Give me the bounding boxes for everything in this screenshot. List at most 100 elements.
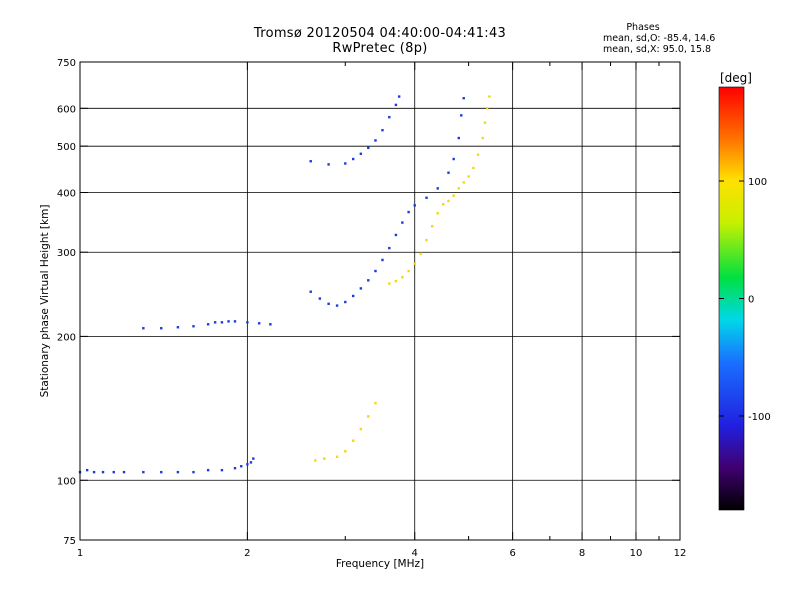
data-point-x-mode: [344, 450, 347, 453]
data-point-o-mode: [112, 470, 115, 474]
data-point-o-mode: [401, 221, 404, 224]
grid-lines: [80, 62, 680, 540]
data-point-o-mode: [381, 258, 384, 262]
data-point-x-mode: [481, 136, 484, 140]
data-point-x-mode: [441, 203, 445, 206]
data-point-x-mode: [374, 401, 377, 405]
data-point-o-mode: [142, 470, 145, 474]
data-point-x-mode: [314, 459, 317, 462]
data-point-o-mode: [85, 468, 89, 472]
data-point-o-mode: [192, 325, 195, 328]
data-point-o-mode: [318, 297, 322, 300]
data-point-x-mode: [351, 439, 355, 442]
phase-stats-heading: Phases: [626, 22, 660, 33]
data-point-x-mode: [388, 282, 391, 285]
y-axis-label: Stationary phase Virtual Height [km]: [39, 205, 51, 398]
data-point-o-mode: [436, 187, 439, 190]
data-point-o-mode: [359, 152, 363, 155]
x-tick-label: 12: [674, 548, 687, 559]
data-point-x-mode: [462, 181, 465, 184]
data-point-x-mode: [359, 427, 363, 431]
data-point-x-mode: [472, 166, 475, 170]
colorbar-ticks: 100 0 -100: [719, 177, 771, 423]
x-tick-label: 10: [630, 548, 643, 559]
data-point-x-mode: [488, 95, 491, 98]
data-point-o-mode: [233, 320, 237, 323]
data-point-o-mode: [122, 470, 126, 474]
data-point-o-mode: [460, 114, 463, 117]
data-point-x-mode: [401, 275, 404, 279]
data-point-o-mode: [335, 304, 339, 307]
data-point-x-mode: [413, 262, 416, 265]
x-tick-label: 8: [579, 548, 585, 559]
data-point-o-mode: [257, 322, 261, 325]
data-point-x-mode: [430, 225, 434, 228]
data-point-o-mode: [220, 468, 224, 472]
data-point-o-mode: [92, 470, 96, 474]
x-tick-label: 4: [412, 548, 418, 559]
data-point-x-mode: [436, 212, 439, 215]
data-point-o-mode: [249, 461, 253, 464]
data-point-o-mode: [394, 233, 398, 237]
x-tick-label: 6: [509, 548, 515, 559]
data-point-o-mode: [213, 321, 217, 324]
data-point-o-mode: [425, 196, 428, 199]
data-point-o-mode: [327, 163, 330, 166]
chart-subtitle: RwPretec (8p): [332, 41, 428, 56]
data-point-o-mode: [246, 321, 249, 324]
x-tick-label: 2: [244, 548, 250, 559]
chart-title: Tromsø 20120504 04:40:00-04:41:43: [253, 26, 507, 41]
data-point-x-mode: [457, 187, 460, 190]
data-point-o-mode: [344, 300, 347, 304]
data-point-o-mode: [269, 323, 272, 326]
data-point-o-mode: [351, 157, 355, 161]
y-tick-label: 500: [57, 142, 76, 153]
data-point-o-mode: [160, 327, 163, 330]
x-tick-label: 1: [77, 548, 83, 559]
phase-stats-o-mode: mean, sd,O: -85.4, 14.6: [603, 33, 716, 44]
data-point-o-mode: [252, 457, 255, 460]
data-point-o-mode: [388, 246, 391, 250]
plot-frame: [79, 61, 681, 541]
data-point-o-mode: [407, 210, 410, 214]
data-point-o-mode: [351, 294, 355, 298]
data-point-x-mode: [394, 279, 398, 283]
data-point-o-mode: [394, 103, 398, 107]
data-point-o-mode: [327, 302, 330, 305]
data-point-o-mode: [457, 136, 460, 140]
data-point-o-mode: [452, 157, 455, 161]
data-point-o-mode: [220, 321, 224, 324]
colorbar-label: [deg]: [720, 71, 752, 85]
data-point-x-mode: [407, 269, 410, 273]
data-point-o-mode: [246, 463, 249, 466]
data-point-o-mode: [413, 204, 416, 207]
x-axis-label: Frequency [MHz]: [336, 558, 424, 570]
data-point-x-mode: [485, 107, 489, 110]
data-point-o-mode: [388, 115, 391, 119]
data-point-o-mode: [359, 287, 363, 290]
data-point-o-mode: [374, 139, 377, 142]
colorbar-tick-label: 0: [748, 295, 754, 306]
data-point-x-mode: [367, 415, 370, 418]
y-tick-label: 750: [57, 58, 76, 69]
colorbar-tick-label: 100: [748, 177, 767, 188]
data-point-x-mode: [323, 457, 326, 460]
data-point-o-mode: [309, 290, 312, 293]
data-points: [78, 95, 491, 474]
data-point-x-mode: [467, 175, 470, 178]
data-point-x-mode: [425, 238, 428, 242]
data-point-o-mode: [309, 160, 312, 163]
data-point-o-mode: [206, 323, 210, 326]
data-point-o-mode: [176, 470, 180, 474]
data-point-o-mode: [176, 326, 180, 329]
y-tick-label: 100: [57, 476, 76, 487]
data-point-x-mode: [476, 153, 480, 156]
data-point-o-mode: [160, 470, 163, 474]
data-point-o-mode: [142, 327, 145, 330]
data-point-x-mode: [419, 252, 422, 255]
data-point-o-mode: [367, 146, 370, 150]
data-point-o-mode: [374, 269, 377, 273]
data-point-o-mode: [240, 465, 243, 468]
data-point-o-mode: [192, 470, 195, 474]
